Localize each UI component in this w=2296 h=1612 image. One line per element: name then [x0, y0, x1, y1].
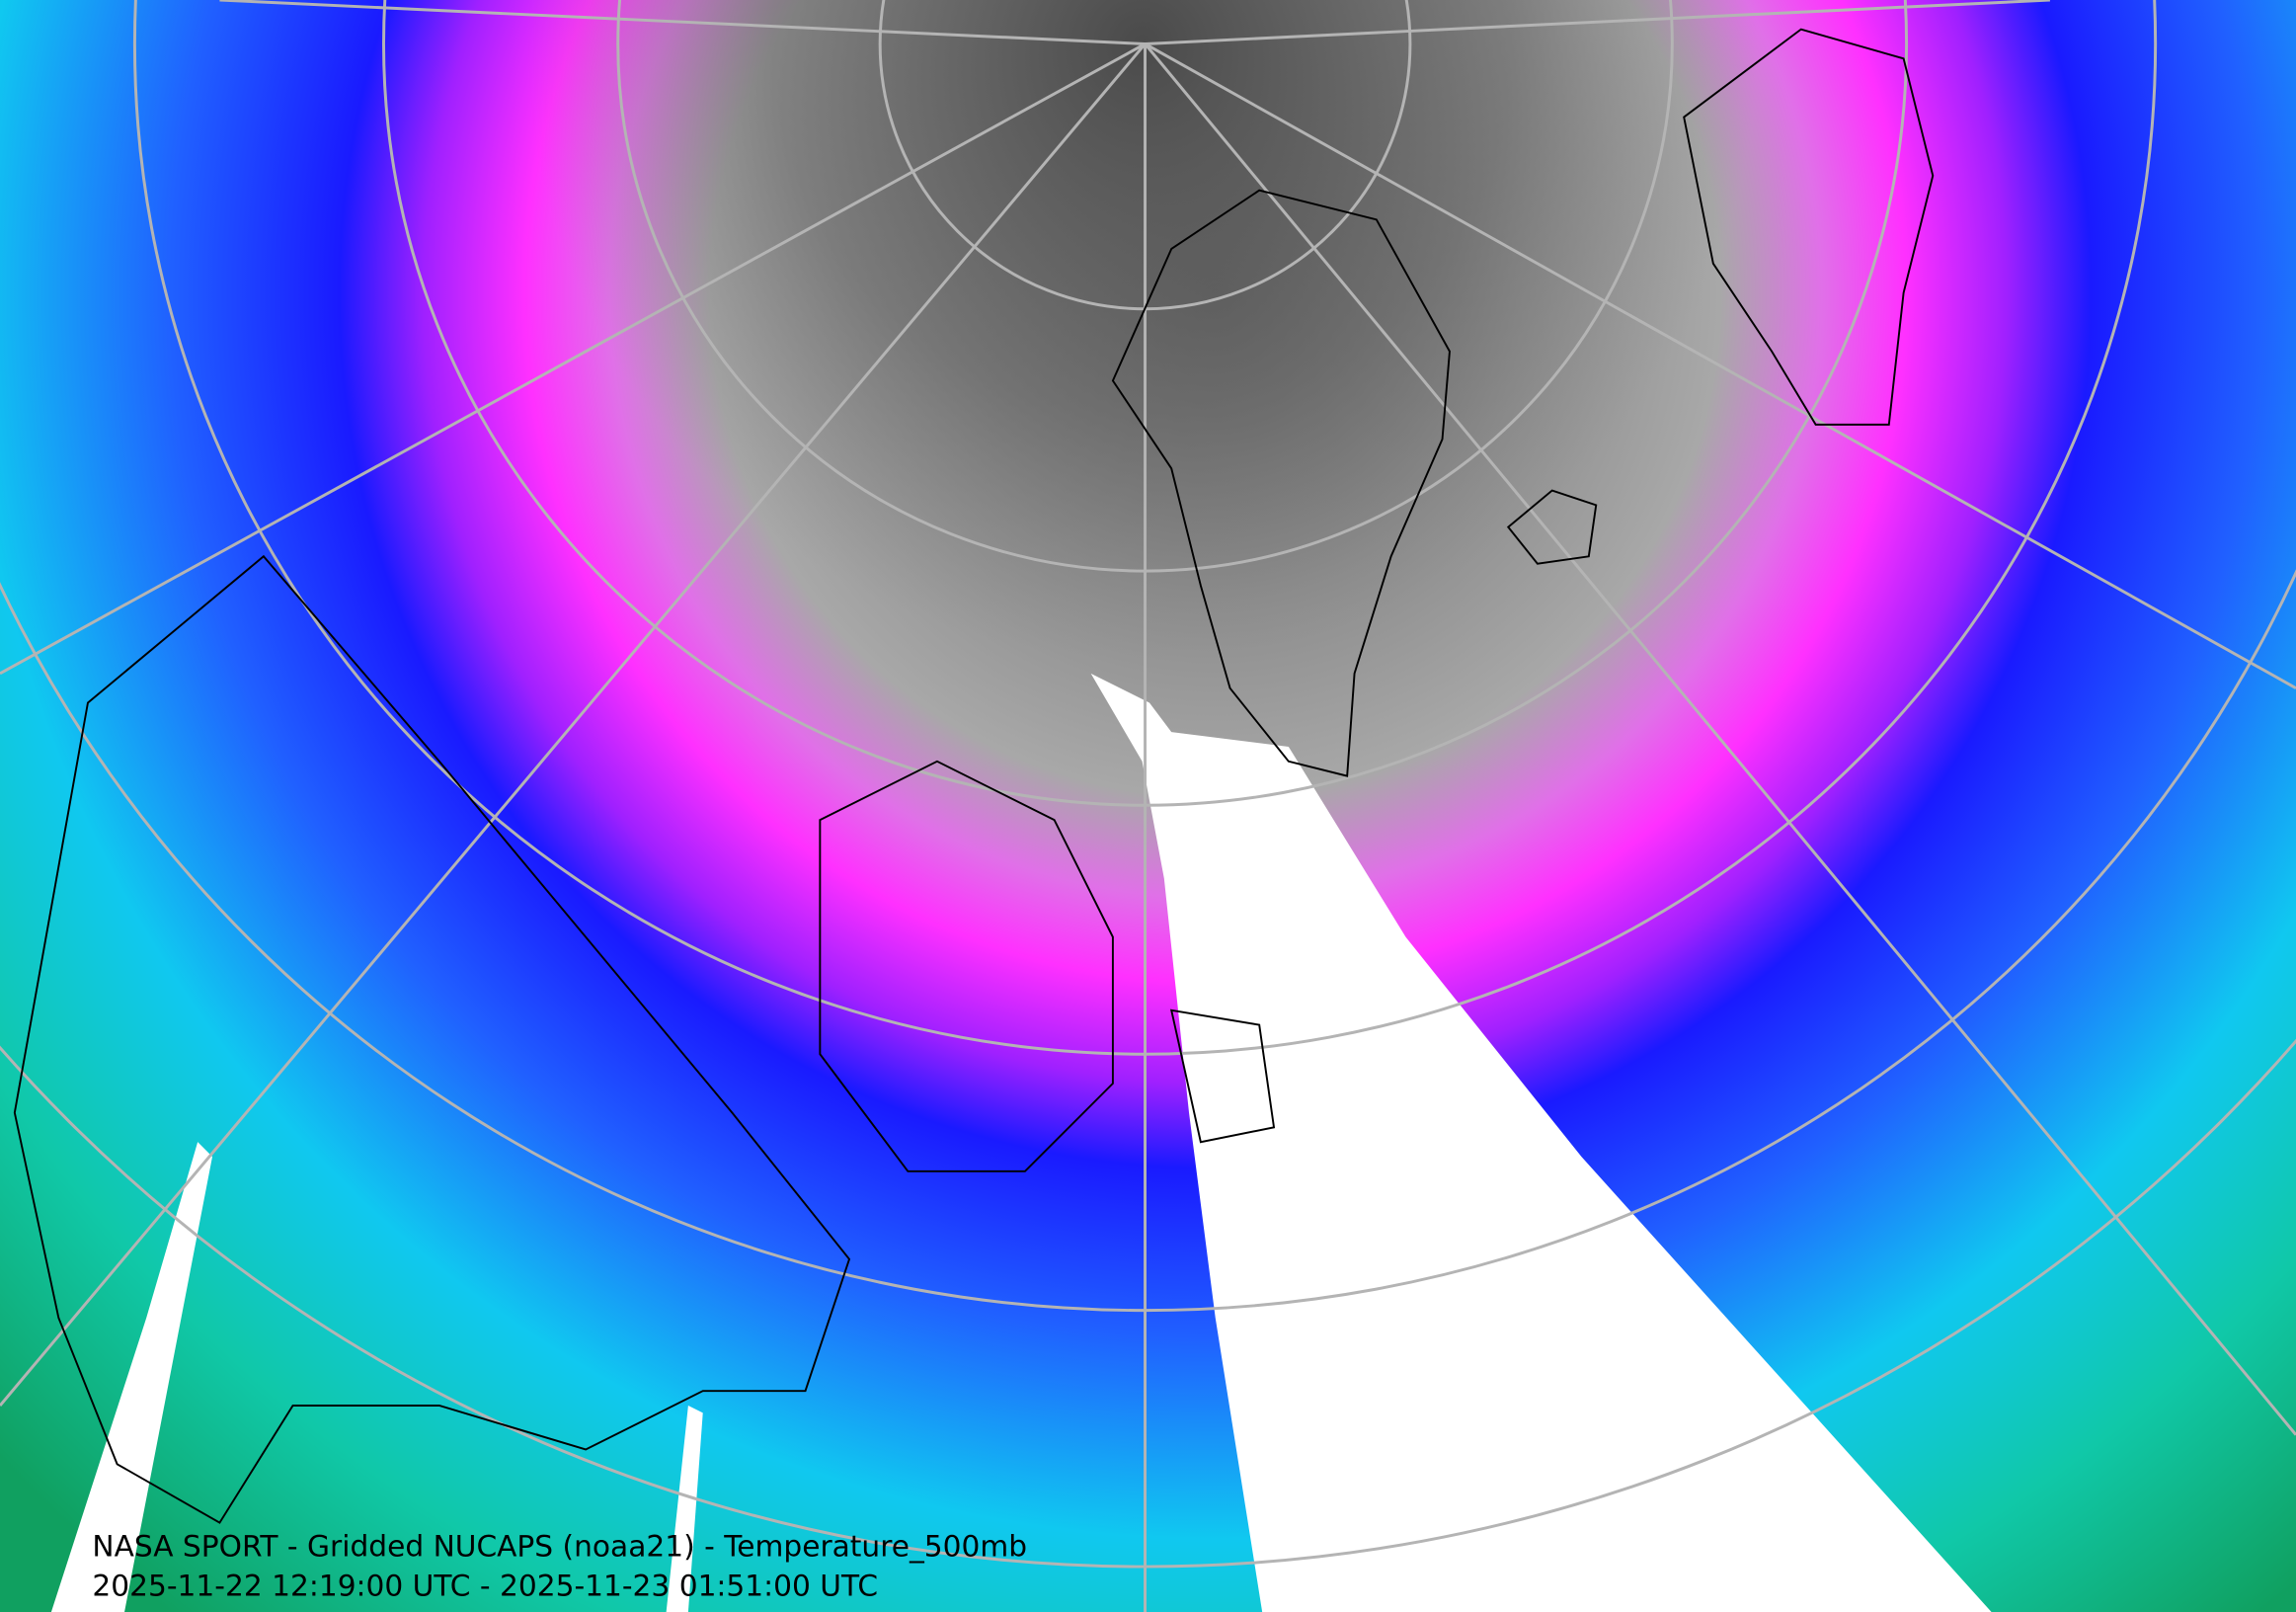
- no-data-swath: [50, 1142, 213, 1612]
- caption-title: NASA SPORT - Gridded NUCAPS (noaa21) - T…: [92, 1529, 1027, 1564]
- no-data-swath: [666, 1405, 703, 1612]
- coastlines: [13, 28, 1935, 1524]
- caption-time: 2025-11-22 12:19:00 UTC - 2025-11-23 01:…: [92, 1569, 878, 1603]
- no-data-swath: [1090, 673, 1992, 1612]
